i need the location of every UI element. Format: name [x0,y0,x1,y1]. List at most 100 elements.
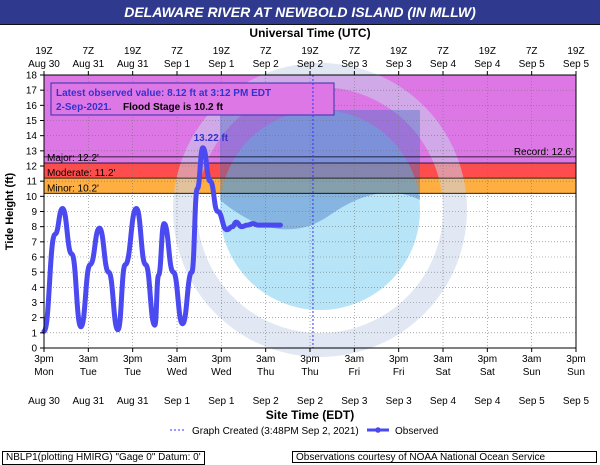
bottom-tick-time: 3pm [478,354,497,365]
bottom-tick-time: 3am [256,354,275,365]
peak-value-label: 13.22 ft [194,133,229,144]
top-tick-date: Aug 30 [28,59,60,70]
top-tick-label: 7Z [82,46,94,57]
bottom-tick-time: 3am [345,354,364,365]
top-tick-label: 19Z [124,46,141,57]
bottom-tick-date: Aug 31 [72,396,104,407]
observed-point [134,206,139,211]
observed-point [274,222,279,228]
observed-point [115,327,121,332]
observed-point [60,206,65,211]
hydrograph-chart: Major: 12.2' Moderate: 11.2' Minor: 10.2' R… [4,26,590,437]
bottom-tick-day: Tue [80,367,97,378]
observed-point [200,145,206,150]
observed-point [208,178,213,184]
bottom-tick-day: Sat [435,367,450,378]
chart-title: DELAWARE RIVER AT NEWBOLD ISLAND (IN MLL… [0,0,600,25]
bottom-tick-time: 3pm [34,354,53,365]
noaa-watermark-bird [220,110,420,230]
top-tick-date: Sep 1 [164,59,191,70]
top-tick-date: Sep 3 [386,59,413,70]
observed-point [224,227,230,232]
observation-line2: 2-Sep-2021. [56,102,112,113]
bottom-tick-day: Sat [480,367,495,378]
y-tick-label: 2 [31,313,37,324]
observed-point [189,269,194,275]
top-tick-label: 19Z [390,46,407,57]
y-tick-label: 0 [31,344,37,355]
observed-point [256,222,261,228]
top-tick-date: Sep 4 [430,59,457,70]
top-tick-label: 19Z [35,46,52,57]
top-tick-label: 19Z [301,46,318,57]
observed-point [69,251,74,257]
top-tick-date: Sep 1 [208,59,235,70]
y-tick-label: 9 [31,207,37,218]
top-tick-label: 7Z [526,46,538,57]
bottom-tick-day: Wed [167,367,187,378]
bottom-tick-date: Sep 2 [297,396,324,407]
observed-point [250,221,255,226]
top-tick-label: 19Z [567,46,584,57]
bottom-tick-day: Sun [523,367,541,378]
x-axis-label: Site Time (EDT) [266,408,354,422]
bottom-tick-time: 3pm [389,354,408,365]
bottom-tick-date: Sep 1 [164,396,191,407]
observation-box [50,82,335,116]
bottom-tick-date: Aug 30 [28,396,60,407]
observed-point [161,221,167,226]
top-tick-date: Sep 5 [563,59,590,70]
y-tick-label: 10 [26,192,38,203]
bottom-tick-day: Fri [348,367,360,378]
top-tick-date: Sep 5 [519,59,546,70]
y-tick-label: 12 [26,162,38,173]
datum-footer: NBLP1(plotting HMIRG) "Gage 0" Datum: 0' [2,451,205,465]
bottom-tick-day: Sun [567,367,585,378]
y-tick-label: 18 [26,71,38,82]
top-tick-label: 7Z [348,46,360,57]
observed-point [239,224,244,229]
y-tick-label: 13 [26,146,38,157]
observed-point [195,186,200,191]
observed-point [171,269,176,275]
top-tick-label: 19Z [213,46,230,57]
observed-point [78,324,84,329]
observed-point [156,273,161,278]
bottom-tick-time: 3am [79,354,98,365]
top-tick-label: 7Z [437,46,449,57]
bottom-tick-date: Sep 5 [563,396,590,407]
y-tick-label: 4 [31,283,37,294]
y-tick-label: 15 [26,116,38,127]
bottom-tick-time: 3pm [300,354,319,365]
y-tick-label: 8 [31,222,37,233]
observed-point [244,222,250,228]
observation-flood-stage: Flood Stage is 10.2 ft [123,102,224,113]
top-tick-date: Sep 3 [341,59,368,70]
y-tick-label: 14 [26,131,38,142]
y-axis-label: Tide Height (ft) [4,172,16,250]
bottom-tick-date: Sep 5 [519,396,546,407]
y-tick-label: 11 [27,177,38,188]
top-tick-date: Sep 2 [297,59,324,70]
bottom-tick-time: 3pm [123,354,142,365]
bottom-tick-date: Sep 4 [474,396,501,407]
top-tick-date: Sep 2 [253,59,280,70]
y-tick-label: 7 [31,237,37,248]
bottom-tick-day: Thu [301,367,318,378]
top-axis-label: Universal Time (UTC) [249,26,370,40]
bottom-tick-date: Sep 2 [253,396,280,407]
top-tick-date: Aug 31 [72,59,104,70]
observed-point [263,222,268,228]
observed-point [143,262,148,267]
bottom-tick-time: 3am [433,354,452,365]
bottom-tick-date: Sep 3 [341,396,368,407]
observed-point [123,262,128,267]
minor-stage-label: Minor: 10.2' [47,183,99,194]
observed-point [270,222,276,228]
bottom-tick-day: Tue [124,367,141,378]
bottom-tick-time: 3pm [212,354,231,365]
record-stage-label: Record: 12.6' [514,147,573,158]
observed-point [180,321,185,326]
observed-point [230,224,235,229]
observed-point [267,222,272,228]
